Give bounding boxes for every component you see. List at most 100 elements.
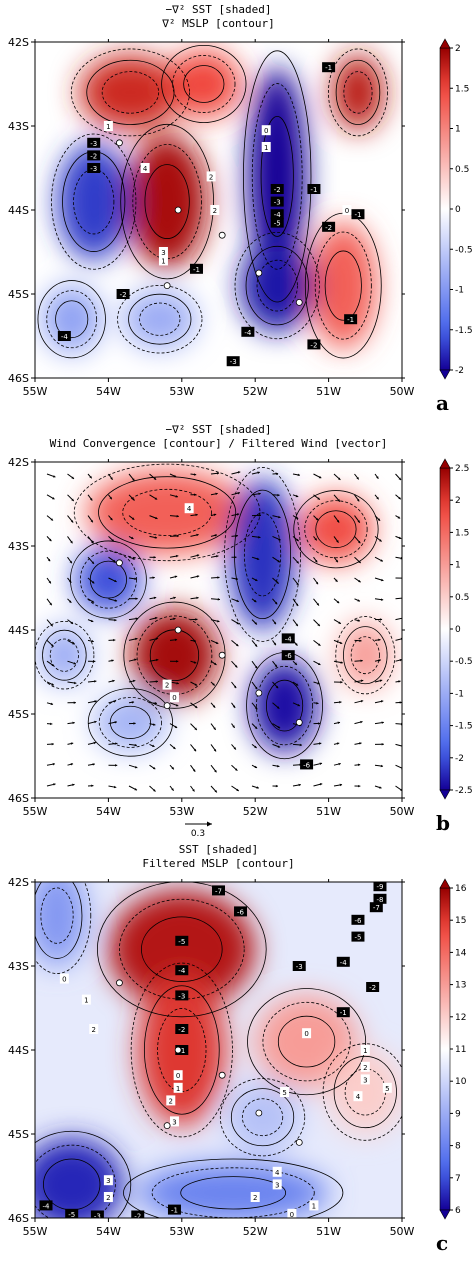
x-tick-label: 54W — [96, 805, 121, 818]
wind-arrowhead — [317, 722, 321, 725]
contour-label: -9 — [376, 883, 383, 891]
contour-label-box — [131, 1210, 145, 1218]
y-tick-label: 43S — [8, 120, 29, 133]
contour-label: -2 — [369, 984, 376, 992]
contour-line — [55, 300, 89, 339]
shading-blob — [328, 1050, 402, 1134]
wind-arrowhead — [254, 745, 257, 748]
contour-label: -2 — [90, 152, 97, 160]
wind-arrowhead — [276, 706, 280, 709]
contour-label: -1 — [325, 64, 332, 72]
wind-arrowhead — [72, 642, 75, 645]
contour-line — [328, 48, 388, 137]
wind-arrowhead — [152, 744, 155, 747]
contour-label: 1 — [176, 1085, 180, 1093]
wind-arrowhead — [273, 621, 276, 625]
wind-arrowhead — [315, 581, 319, 585]
contour-label-box — [281, 633, 295, 644]
contour-label-box — [281, 650, 295, 661]
y-tick-label: 42S — [8, 36, 29, 49]
contour-label: -3 — [90, 165, 97, 173]
contour-label: -7 — [215, 887, 222, 895]
shading-blob — [137, 1163, 329, 1218]
contour-label: -4 — [340, 959, 348, 967]
wind-arrowhead — [154, 497, 158, 500]
wind-arrowhead — [317, 662, 321, 665]
shading-blob — [38, 625, 91, 685]
contour-label-box — [351, 914, 365, 925]
wind-arrowhead — [196, 596, 199, 600]
contour-label: 1 — [106, 123, 110, 131]
station-point — [163, 702, 171, 710]
x-tick-label: 54W — [96, 1225, 121, 1238]
wind-arrowhead — [93, 741, 96, 745]
contour-label: -1 — [171, 1207, 178, 1215]
contour-line — [234, 232, 320, 340]
x-tick-label: 55W — [23, 805, 48, 818]
contour-label-box — [90, 1210, 104, 1218]
wind-arrowhead — [214, 534, 218, 537]
chart-svg: -7-6-5-4-3-2-10123012-9-8-7-6-5-4-3-2-10… — [8, 843, 467, 1255]
x-tick-label: 53W — [169, 1225, 194, 1238]
colorbar-bottom-arrow — [439, 789, 451, 800]
y-tick-label: 45S — [8, 1128, 29, 1141]
wind-arrowhead — [297, 473, 300, 477]
colorbar-tick-label: 0.5 — [455, 593, 469, 603]
colorbar-tick-label: 2.5 — [455, 464, 469, 474]
shading-blob — [35, 882, 87, 966]
station-point — [218, 231, 226, 239]
y-tick-label: 46S — [8, 792, 29, 805]
wind-arrowhead — [398, 680, 401, 683]
contour-line — [35, 1130, 132, 1218]
wind-arrowhead — [314, 537, 317, 541]
wind-arrowhead — [298, 783, 301, 787]
wind-arrowhead — [340, 680, 343, 684]
y-tick-label: 42S — [8, 456, 29, 469]
wind-arrowhead — [70, 621, 74, 624]
contour-line — [243, 512, 282, 597]
chart-title-line: −∇² SST [shaded] — [166, 423, 272, 436]
contour-label-box — [307, 184, 321, 194]
wind-arrowhead — [254, 686, 258, 690]
wind-arrowhead — [155, 516, 158, 520]
wind-arrowhead — [216, 472, 220, 475]
y-tick-label: 46S — [8, 372, 29, 385]
wind-arrowhead — [153, 723, 156, 726]
contour-label-box — [189, 263, 203, 274]
contour-line — [172, 55, 236, 113]
contour-line — [35, 882, 83, 959]
contour-label-box — [307, 339, 321, 350]
wind-arrowhead — [135, 597, 138, 600]
y-tick-label: 44S — [8, 204, 29, 217]
wind-arrowhead — [317, 497, 320, 500]
wind-arrowhead — [214, 789, 217, 793]
wind-arrowhead — [115, 742, 118, 745]
y-tick-label: 44S — [8, 624, 29, 637]
wind-arrowhead — [152, 766, 156, 770]
chart-title-line: SST [shaded] — [179, 843, 258, 856]
wind-arrowhead — [134, 577, 137, 581]
contour-label: 1 — [161, 257, 165, 265]
contour-label-box — [322, 221, 336, 232]
wind-arrowhead — [90, 519, 93, 523]
colorbar — [439, 887, 451, 1211]
x-tick-label: 52W — [243, 385, 268, 398]
wind-arrowhead — [153, 789, 156, 792]
wind-arrowhead — [254, 665, 258, 669]
wind-arrowhead — [236, 599, 239, 603]
contour-line — [322, 1043, 402, 1141]
wind-arrowhead — [273, 642, 276, 646]
wind-arrowhead — [236, 513, 240, 516]
wind-arrowhead — [111, 539, 114, 542]
y-tick-label: 45S — [8, 708, 29, 721]
wind-arrowhead — [253, 599, 257, 603]
wind-arrowhead — [51, 644, 54, 647]
wind-arrowhead — [216, 554, 219, 558]
wind-arrowhead — [319, 762, 323, 765]
wind-arrowhead — [235, 577, 238, 581]
wind-arrowhead — [381, 742, 384, 746]
wind-arrowhead — [173, 474, 177, 478]
wind-arrowhead — [380, 598, 384, 601]
contour-label: 2 — [363, 1064, 367, 1072]
contour-label-box — [272, 1179, 282, 1190]
